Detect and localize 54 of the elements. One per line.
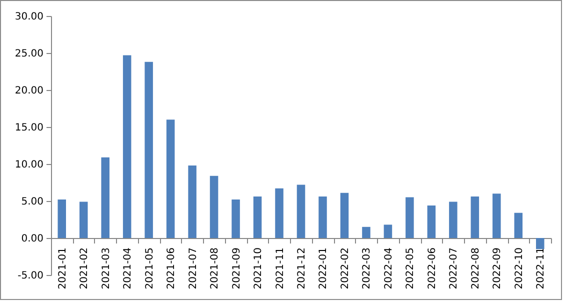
x-tick-label: 2021-08 [210,248,221,290]
x-tick-label: 2022-06 [426,248,438,290]
bar [188,165,196,238]
bar [122,55,132,238]
bar [275,188,284,238]
bar [58,200,66,238]
bar [514,212,523,238]
bar [318,196,327,238]
x-tick-label: 2021-05 [144,248,156,290]
x-tick-label: 2021-10 [253,248,264,290]
x-tick-label: 2022-02 [340,248,351,290]
x-tick-label: 2021-02 [79,248,90,290]
bar [144,62,153,238]
x-tick-label: 2021-12 [296,248,308,290]
bar [340,192,349,238]
x-tick-label: 2021-01 [57,248,68,290]
y-tick-label: -5.00 [18,270,44,282]
x-tick-label: 2021-03 [100,248,112,290]
x-tick-label: 2022-10 [514,248,525,290]
y-tick-label: 5.00 [21,196,44,208]
bar [427,205,436,238]
x-tick-label: 2021-07 [188,248,199,290]
bar [232,200,240,238]
x-tick-label: 2021-09 [231,248,242,290]
bar [210,176,218,238]
x-tick-label: 2021-11 [274,248,286,290]
bar [166,120,175,238]
x-tick-label: 2022-05 [405,248,416,290]
bar [536,238,544,250]
x-tick-label: 2022-11 [536,248,547,290]
y-tick-label: 30.00 [14,12,44,22]
bar [449,202,458,238]
x-tick-label: 2022-04 [383,248,394,290]
bar [492,194,501,238]
x-tick-label: 2022-09 [492,248,504,290]
y-tick-label: 10.00 [14,160,44,170]
y-tick-label: 20.00 [14,86,44,96]
bar [362,226,370,238]
bar [406,197,414,238]
y-tick-label: 25.00 [14,48,44,60]
y-tick-label: 15.00 [14,122,44,134]
bar [79,202,88,238]
bar [253,196,262,238]
bar [101,157,110,238]
bar [296,184,306,238]
x-tick-label: 2022-07 [448,248,460,290]
y-tick-label: 0.00 [21,234,44,244]
x-tick-label: 2022-03 [362,248,373,290]
x-tick-label: 2021-06 [166,248,178,290]
x-tick-label: 2021-04 [122,248,134,290]
x-tick-label: 2022-01 [318,248,330,290]
bar [470,196,480,238]
bar [384,224,392,238]
x-tick-label: 2022-08 [470,248,482,290]
